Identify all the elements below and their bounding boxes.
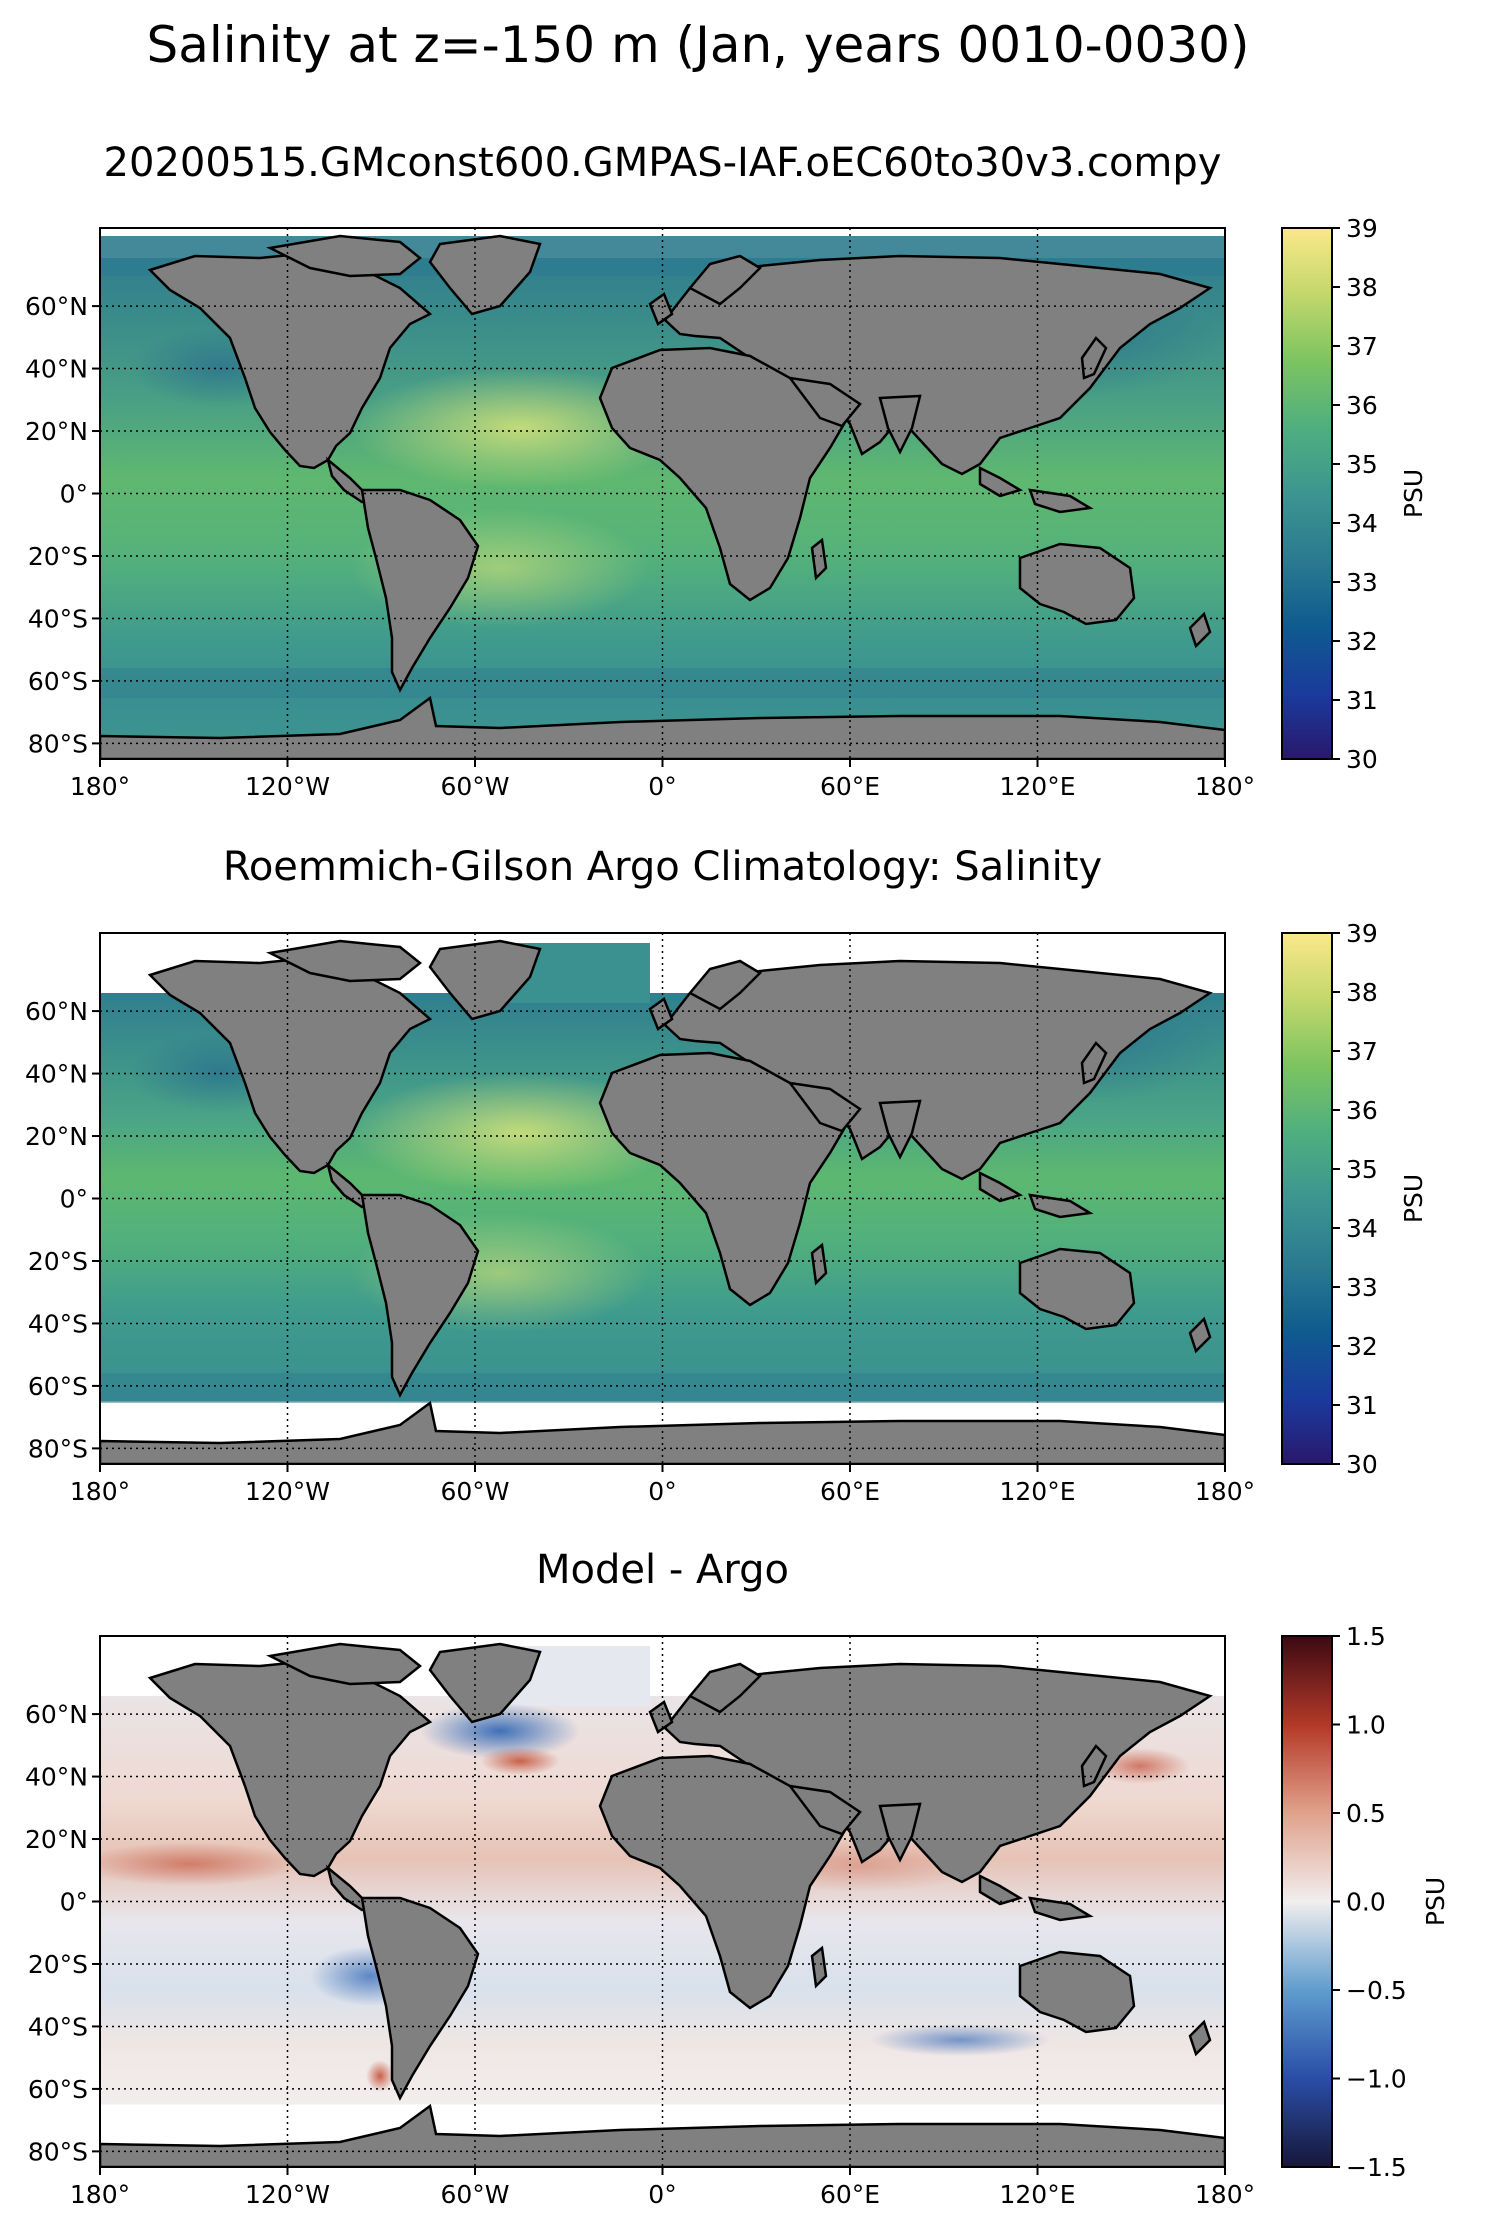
map-panel: 20200515.GMconst600.GMPAS-IAF.oEC60to30v…	[25, 140, 1428, 801]
colorbar-tick-label: −1.5	[1346, 2153, 1407, 2182]
lat-tick-label: 60°S	[28, 1372, 88, 1401]
lat-tick-label: 80°S	[28, 2137, 88, 2166]
lon-tick-label: 180°	[1195, 1477, 1255, 1506]
lat-tick-label: 20°S	[28, 1950, 88, 1979]
colorbar-tick-label: 36	[1346, 391, 1378, 420]
colorbar-tick-label: 36	[1346, 1096, 1378, 1125]
colorbar-tick-label: 0.5	[1346, 1799, 1386, 1828]
map-panel: Model - Argo 180° 120°W 60°W 0° 60°E 120°E 180°…	[25, 1547, 1450, 2209]
colorbar-tick-label: 37	[1346, 332, 1378, 361]
lon-tick-label: 120°W	[245, 2180, 330, 2209]
lon-tick-label: 180°	[70, 772, 130, 801]
lat-tick-label: 60°N	[25, 1700, 88, 1729]
lon-tick-label: 120°W	[245, 772, 330, 801]
lon-tick-label: 60°E	[820, 772, 880, 801]
colorbar-tick-label: 31	[1346, 1391, 1378, 1420]
colorbar-tick-label: 1.0	[1346, 1711, 1386, 1740]
panel-title: Roemmich-Gilson Argo Climatology: Salini…	[223, 844, 1102, 890]
panel-title: 20200515.GMconst600.GMPAS-IAF.oEC60to30v…	[104, 140, 1222, 186]
lat-tick-label: 80°S	[28, 729, 88, 758]
lon-tick-label: 120°E	[999, 1477, 1075, 1506]
colorbar-tick-label: 31	[1346, 686, 1378, 715]
lat-tick-label: 60°N	[25, 292, 88, 321]
lat-tick-label: 40°N	[25, 355, 88, 384]
colorbar-tick-label: 32	[1346, 627, 1378, 656]
colorbar-tick-label: 34	[1346, 1214, 1378, 1243]
colorbar-tick-label: 32	[1346, 1332, 1378, 1361]
colorbar: −1.5 −1.0 −0.5 0.0 0.5 1.0 1.5 PSU	[1281, 1622, 1450, 2182]
lat-tick-label: 60°S	[28, 2075, 88, 2104]
lat-tick-label: 20°N	[25, 1825, 88, 1854]
colorbar-tick-label: 38	[1346, 273, 1378, 302]
lat-tick-label: 80°S	[28, 1434, 88, 1463]
lon-tick-label: 0°	[648, 1477, 676, 1506]
lat-tick-label: 40°S	[28, 1309, 88, 1338]
colorbar-tick-label: 38	[1346, 978, 1378, 1007]
lat-tick-label: 40°S	[28, 604, 88, 633]
colorbar-tick-label: 34	[1346, 509, 1378, 538]
colorbar-label: PSU	[1421, 1877, 1450, 1926]
lat-tick-label: 0°	[60, 480, 88, 509]
colorbar-tick-label: 33	[1346, 568, 1378, 597]
lat-tick-label: 40°N	[25, 1763, 88, 1792]
gridlines	[99, 933, 1226, 1464]
lat-tick-label: 60°N	[25, 997, 88, 1026]
lat-tick-label: 20°S	[28, 542, 88, 571]
lon-tick-label: 60°W	[440, 1477, 509, 1506]
lon-tick-label: 60°E	[820, 1477, 880, 1506]
colorbar-label: PSU	[1399, 1174, 1428, 1223]
panel-title: Model - Argo	[536, 1547, 789, 1593]
map-panels: 20200515.GMconst600.GMPAS-IAF.oEC60to30v…	[25, 140, 1450, 2209]
lon-tick-label: 0°	[648, 772, 676, 801]
lat-tick-label: 40°S	[28, 2012, 88, 2041]
lat-tick-label: 20°S	[28, 1247, 88, 1276]
lon-tick-label: 60°W	[440, 2180, 509, 2209]
map-panel: Roemmich-Gilson Argo Climatology: Salini…	[25, 844, 1428, 1506]
lon-tick-label: 120°E	[999, 2180, 1075, 2209]
lat-tick-label: 0°	[60, 1888, 88, 1917]
lat-tick-label: 0°	[60, 1185, 88, 1214]
lon-tick-label: 180°	[70, 2180, 130, 2209]
colorbar-tick-label: 33	[1346, 1273, 1378, 1302]
lon-tick-label: 180°	[70, 1477, 130, 1506]
lon-tick-label: 120°W	[245, 1477, 330, 1506]
lon-tick-label: 60°W	[440, 772, 509, 801]
colorbar-tick-label: 39	[1346, 214, 1378, 243]
colorbar-label: PSU	[1399, 469, 1428, 518]
colorbar-tick-label: −1.0	[1346, 2065, 1407, 2094]
lon-tick-label: 180°	[1195, 2180, 1255, 2209]
lon-tick-label: 180°	[1195, 772, 1255, 801]
lat-tick-label: 20°N	[25, 1122, 88, 1151]
colorbar-tick-label: −0.5	[1346, 1976, 1407, 2005]
colorbar-tick-label: 1.5	[1346, 1622, 1386, 1651]
lat-tick-label: 20°N	[25, 417, 88, 446]
colorbar-tick-label: 39	[1346, 919, 1378, 948]
lat-tick-label: 40°N	[25, 1060, 88, 1089]
colorbar-tick-label: 37	[1346, 1037, 1378, 1066]
colorbar-tick-label: 30	[1346, 1450, 1378, 1479]
lon-tick-label: 120°E	[999, 772, 1075, 801]
colorbar-tick-label: 0.0	[1346, 1888, 1386, 1917]
lon-tick-label: 60°E	[820, 2180, 880, 2209]
figure-title: Salinity at z=-150 m (Jan, years 0010-00…	[147, 16, 1250, 74]
lat-tick-label: 60°S	[28, 667, 88, 696]
colorbar-tick-label: 35	[1346, 450, 1378, 479]
lon-tick-label: 0°	[648, 2180, 676, 2209]
colorbar: 30 31 32 33 34 35 36 37 38 39 PSU	[1281, 214, 1428, 774]
colorbar: 30 31 32 33 34 35 36 37 38 39 PSU	[1281, 919, 1428, 1479]
colorbar-tick-label: 35	[1346, 1155, 1378, 1184]
colorbar-tick-label: 30	[1346, 745, 1378, 774]
